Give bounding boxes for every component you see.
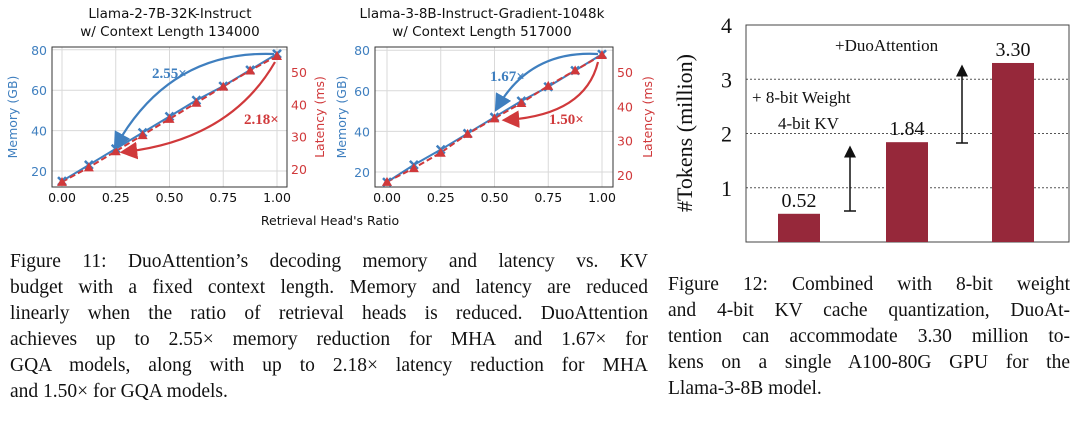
figure-11-caption: Figure 11: DuoAttention’s decoding memor… <box>10 249 648 405</box>
caption-line: achieves up to 2.55× memory reduction fo… <box>10 329 648 350</box>
latency-point <box>110 146 121 156</box>
annotation-8bit-weight: + 8-bit Weight <box>752 88 851 107</box>
latency-point <box>272 50 282 60</box>
memory-tick-label: 20 <box>354 165 370 180</box>
memory-tick-label: 20 <box>31 164 47 179</box>
memory-reduction-arrow <box>494 52 599 112</box>
caption-line: budget with a fixed context length. Memo… <box>10 277 648 298</box>
bar <box>886 142 928 242</box>
latency-point <box>435 147 446 157</box>
memory-reduction-label: 2.55× <box>152 66 187 82</box>
caption-line: GQA models, along with up to 2.18× laten… <box>10 355 648 376</box>
x-tick-label: 0.75 <box>209 190 237 205</box>
memory-tick-label: 40 <box>31 124 47 139</box>
latency-point <box>137 130 148 140</box>
figure-12-caption: Figure 12: Combined with 8-bit weight an… <box>668 272 1070 402</box>
latency-point <box>382 176 392 186</box>
latency-axis-label: Latency (ms) <box>312 76 327 158</box>
caption-line: Figure 11: DuoAttention’s decoding memor… <box>10 251 648 272</box>
x-tick-label: 0.00 <box>373 190 401 205</box>
caption-line: and 1.50× for GQA models. <box>10 381 228 402</box>
x-tick-label: 0.25 <box>102 190 130 205</box>
memory-reduction-label: 1.67× <box>490 69 525 85</box>
bar-value-label: 0.52 <box>782 190 817 212</box>
bar <box>992 62 1034 242</box>
annotation-4bit-kv: 4-bit KV <box>778 114 840 133</box>
y-tick-label: 3 <box>721 67 732 92</box>
x-tick-label: 0.25 <box>427 190 455 205</box>
latency-reduction-arrow <box>501 61 600 128</box>
x-tick-label: 1.00 <box>588 190 616 205</box>
latency-axis-label: Latency (ms) <box>640 76 655 158</box>
memory-tick-label: 80 <box>354 43 370 58</box>
latency-line <box>386 54 603 183</box>
y-tick-label: 1 <box>721 176 732 201</box>
x-axis-label: Retrieval Head's Ratio <box>261 213 399 228</box>
latency-point <box>570 65 581 75</box>
caption-line: Figure 12: Combined with 8-bit weight <box>668 274 1070 295</box>
bar-value-label: 1.84 <box>890 118 925 140</box>
memory-tick-label: 40 <box>354 124 370 139</box>
figures-canvas: 0.00 0.25 0.50 0.75 1.002040608020304050Llam… <box>5 6 1070 243</box>
latency-point <box>83 162 94 172</box>
caption-line: linearly when the ratio of retrieval hea… <box>10 303 648 324</box>
latency-point <box>408 163 419 173</box>
bar-value-label: 3.30 <box>996 39 1031 61</box>
y-tick-label: 4 <box>721 13 732 38</box>
caption-line: and 4-bit KV cache quantization, DuoAt- <box>668 300 1070 321</box>
latency-point <box>489 113 500 123</box>
plot-frame <box>374 46 614 188</box>
chart-subtitle: w/ Context Length 134000 <box>80 24 259 40</box>
latency-point <box>164 113 175 123</box>
latency-tick-label: 20 <box>617 168 633 183</box>
caption-line: tention can accommodate 3.30 million to- <box>668 326 1070 347</box>
annotation-duoattention: +DuoAttention <box>835 36 939 55</box>
latency-tick-label: 50 <box>291 65 307 80</box>
x-tick-label: 0.50 <box>481 190 509 205</box>
latency-point <box>462 128 473 138</box>
latency-tick-label: 40 <box>617 99 633 114</box>
latency-tick-label: 30 <box>617 134 633 149</box>
y-tick-label: 2 <box>721 122 732 147</box>
memory-tick-label: 60 <box>354 84 370 99</box>
latency-point <box>597 49 607 59</box>
latency-line <box>61 55 278 183</box>
x-tick-label: 0.75 <box>534 190 562 205</box>
caption-line: Llama-3-8B model. <box>668 378 822 399</box>
latency-reduction-label: 2.18× <box>244 112 279 128</box>
memory-axis-label: Memory (GB) <box>5 76 20 159</box>
latency-point <box>191 97 202 107</box>
latency-point <box>245 65 256 75</box>
latency-reduction-label: 1.50× <box>549 112 584 128</box>
chart-title: Llama-2-7B-32K-Instruct <box>88 6 251 22</box>
memory-reduction-arrow <box>113 52 275 150</box>
x-tick-label: 1.00 <box>263 190 291 205</box>
latency-tick-label: 40 <box>291 97 307 112</box>
caption-line: kens on a single A100-80G GPU for the <box>668 352 1070 373</box>
bar <box>778 213 820 242</box>
plot-frame <box>51 46 288 188</box>
latency-tick-label: 30 <box>291 130 307 145</box>
x-tick-label: 0.50 <box>156 190 184 205</box>
latency-point <box>57 176 67 186</box>
y-axis-label: #Tokens (million) <box>672 54 697 212</box>
latency-reduction-arrow <box>119 61 276 160</box>
latency-point <box>516 97 527 107</box>
memory-tick-label: 60 <box>31 83 47 98</box>
x-tick-label: 0.00 <box>48 190 76 205</box>
chart-subtitle: w/ Context Length 517000 <box>392 24 571 40</box>
latency-tick-label: 50 <box>617 65 633 80</box>
latency-tick-label: 20 <box>291 162 307 177</box>
latency-point <box>218 81 229 91</box>
memory-tick-label: 80 <box>31 43 47 58</box>
latency-point <box>543 80 554 90</box>
chart-title: Llama-3-8B-Instruct-Gradient-1048k <box>360 6 605 22</box>
memory-axis-label: Memory (GB) <box>334 76 349 159</box>
